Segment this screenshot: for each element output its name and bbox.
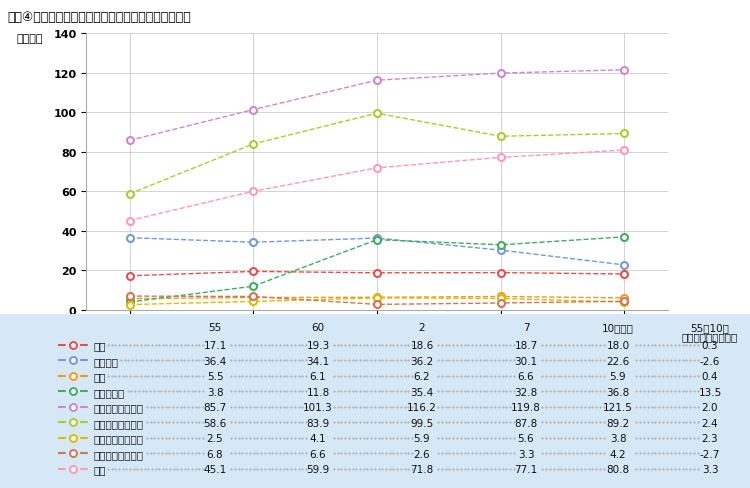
Text: 18.0: 18.0 <box>607 341 629 351</box>
Text: 36.2: 36.2 <box>410 356 434 366</box>
FancyBboxPatch shape <box>0 315 750 488</box>
Text: 5.6: 5.6 <box>518 433 534 444</box>
Text: 0.3: 0.3 <box>702 341 718 351</box>
Text: 郵便: 郵便 <box>93 341 106 351</box>
Text: （単位：万人、 ％）: （単位：万人、 ％） <box>611 325 668 335</box>
Text: 電気通信: 電気通信 <box>93 356 118 366</box>
Text: 6.1: 6.1 <box>310 372 326 382</box>
Text: 2.0: 2.0 <box>702 403 718 412</box>
Text: 情報通信機器製造: 情報通信機器製造 <box>93 418 143 428</box>
Text: 5.9: 5.9 <box>610 372 626 382</box>
Text: 2.4: 2.4 <box>702 418 718 428</box>
Text: 放送: 放送 <box>93 372 106 382</box>
Text: 6.6: 6.6 <box>518 372 534 382</box>
Text: 電気通信施設建設: 電気通信施設建設 <box>93 449 143 459</box>
Text: 45.1: 45.1 <box>203 465 226 474</box>
Text: 17.1: 17.1 <box>203 341 226 351</box>
Text: 13.5: 13.5 <box>698 387 721 397</box>
Text: 2: 2 <box>419 323 425 333</box>
Text: 18.6: 18.6 <box>410 341 434 351</box>
Text: 32.8: 32.8 <box>514 387 538 397</box>
Text: 情報ソフト: 情報ソフト <box>93 387 124 397</box>
Text: （万人）: （万人） <box>16 34 43 44</box>
Text: 55: 55 <box>209 323 222 333</box>
Text: 6.6: 6.6 <box>310 449 326 459</box>
Text: 60: 60 <box>311 323 325 333</box>
Text: 2.5: 2.5 <box>207 433 224 444</box>
Text: 55～10年: 55～10年 <box>691 323 730 333</box>
Text: 85.7: 85.7 <box>203 403 226 412</box>
Text: 図表④　情報通信産業における部門別就業者数の比較: 図表④ 情報通信産業における部門別就業者数の比較 <box>8 11 191 24</box>
Text: 6.2: 6.2 <box>414 372 430 382</box>
Text: 5.9: 5.9 <box>414 433 430 444</box>
Text: 10（年）: 10（年） <box>602 323 634 333</box>
Text: 87.8: 87.8 <box>514 418 538 428</box>
Text: 年平均成長率（％）: 年平均成長率（％） <box>682 332 738 342</box>
Text: 18.7: 18.7 <box>514 341 538 351</box>
Text: 77.1: 77.1 <box>514 465 538 474</box>
Text: 4.1: 4.1 <box>310 433 326 444</box>
Text: 0.4: 0.4 <box>702 372 718 382</box>
Text: 4.2: 4.2 <box>610 449 626 459</box>
Text: 36.4: 36.4 <box>203 356 226 366</box>
Text: 58.6: 58.6 <box>203 418 226 428</box>
Text: 3.3: 3.3 <box>518 449 534 459</box>
Text: 19.3: 19.3 <box>306 341 330 351</box>
Text: 2.3: 2.3 <box>702 433 718 444</box>
Text: 89.2: 89.2 <box>606 418 630 428</box>
Text: 11.8: 11.8 <box>306 387 330 397</box>
Text: 3.8: 3.8 <box>610 433 626 444</box>
Text: 36.8: 36.8 <box>606 387 630 397</box>
Text: 116.2: 116.2 <box>407 403 437 412</box>
Text: 研究: 研究 <box>93 465 106 474</box>
Text: 71.8: 71.8 <box>410 465 434 474</box>
Text: 22.6: 22.6 <box>606 356 630 366</box>
Text: -2.6: -2.6 <box>700 356 720 366</box>
Text: 3.3: 3.3 <box>702 465 718 474</box>
Text: 119.8: 119.8 <box>511 403 541 412</box>
Text: 121.5: 121.5 <box>603 403 633 412</box>
Text: 30.1: 30.1 <box>514 356 538 366</box>
Text: 3.8: 3.8 <box>207 387 224 397</box>
Text: 6.8: 6.8 <box>207 449 224 459</box>
Text: 情報通信機器貸貸: 情報通信機器貸貸 <box>93 433 143 444</box>
Text: 59.9: 59.9 <box>306 465 330 474</box>
Text: 2.6: 2.6 <box>414 449 430 459</box>
Text: 7: 7 <box>523 323 530 333</box>
Text: 情報関連サービス: 情報関連サービス <box>93 403 143 412</box>
Text: 34.1: 34.1 <box>306 356 330 366</box>
Text: 101.3: 101.3 <box>303 403 333 412</box>
Text: 83.9: 83.9 <box>306 418 330 428</box>
Text: 99.5: 99.5 <box>410 418 434 428</box>
Text: -2.7: -2.7 <box>700 449 720 459</box>
Text: 80.8: 80.8 <box>607 465 629 474</box>
Text: 5.5: 5.5 <box>207 372 224 382</box>
Text: 35.4: 35.4 <box>410 387 434 397</box>
